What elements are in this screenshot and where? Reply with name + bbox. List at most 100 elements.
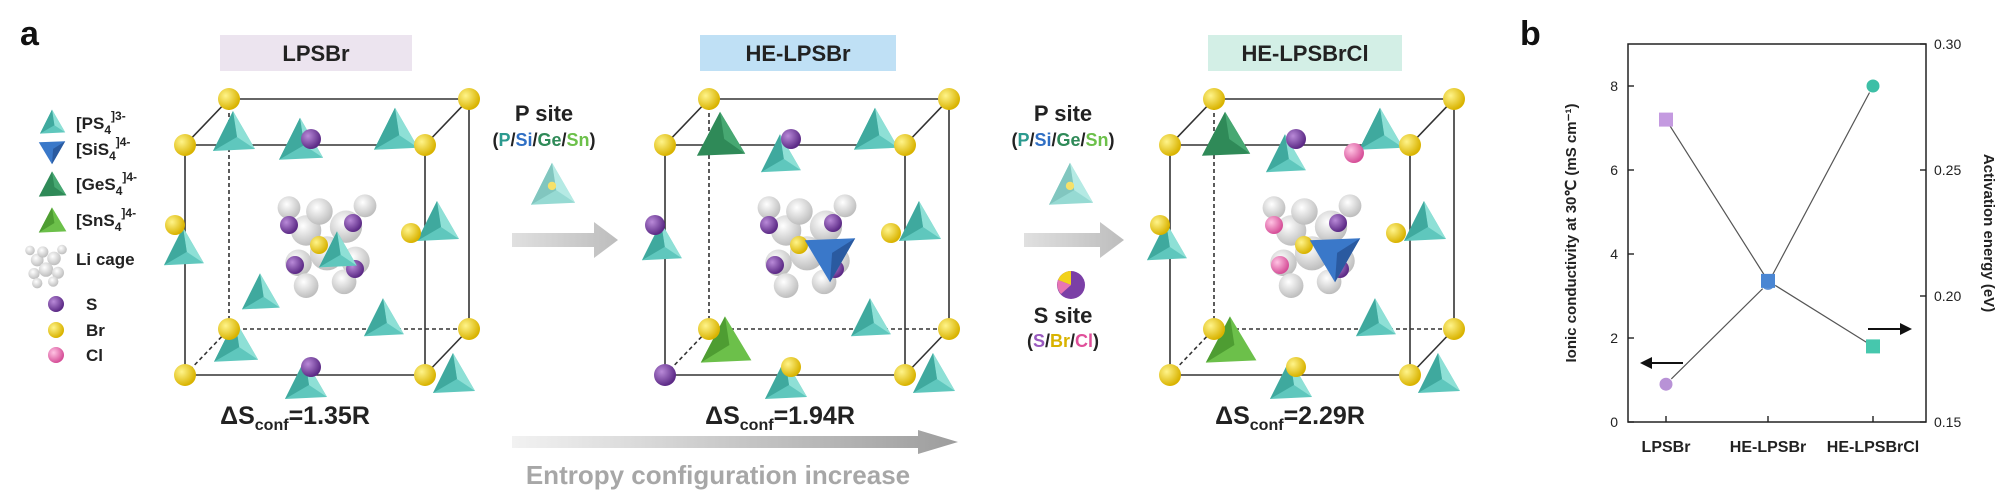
data-point-right [1866,339,1880,354]
sub-token: / [1029,130,1034,150]
legend-sup: ]4- [121,206,136,220]
sub-token: Sn [1086,130,1109,150]
svg-text:[GeS4]4-: [GeS4]4- [76,170,137,198]
x-category-label: HE-LPSBr [1730,439,1806,456]
x-category-label: LPSBr [1642,439,1691,456]
structure-label-bg [1208,35,1402,71]
legend-item-li-cage: Li cage [25,244,135,289]
legend-sub: 4 [109,149,116,163]
y-tick-label: 6 [1610,162,1618,178]
panel-a-letter: a [20,15,40,53]
tetrahedron-site-icon [531,162,576,205]
legend-sub: 4 [115,220,122,234]
y-tick-label: 8 [1610,78,1618,94]
p-site-substitution: (P/Si/Ge/Sn) [492,130,595,150]
sub-token: / [1045,331,1050,351]
y2-tick-label: 0.25 [1934,162,1961,178]
sub-token: Sn [567,130,590,150]
data-point-right [1659,112,1673,127]
sub-token: Cl [1075,331,1093,351]
sub-token: Ge [538,130,562,150]
series-points [1658,78,1881,392]
entropy-prefix: ΔS [1215,402,1250,430]
structure-name: HE-LPSBrCl [1241,41,1368,66]
p-site-substitution: (P/Si/Ge/Sn) [1011,130,1114,150]
legend-item-sis4: [SiS4]4- [38,135,131,165]
right-series-arrow [1868,323,1912,335]
tetrahedron-green-icon [38,207,67,233]
legend-label-sis4: [SiS [76,140,109,159]
entropy-value: =2.29R [1284,402,1365,430]
structure-label-lpsbr: LPSBr [220,35,412,71]
crystal-structure-lpsbr [164,88,480,399]
sub-token: ) [1093,331,1099,351]
svg-text:[PS4]3-: [PS4]3- [76,109,126,137]
crystal-structure-he-lpsbr [642,88,960,399]
y-axis-label: Ionic conductivity at 30℃ (mS cm⁻¹) [1563,104,1580,363]
tetrahedron-darkgreen-icon [38,171,67,197]
entropy-value: =1.94R [774,402,855,430]
series-line-right [1665,119,1874,347]
legend-item-br: Br [48,321,105,340]
legend-item-ps4: [PS4]3- [40,109,126,137]
legend-sub: 4 [104,123,111,137]
sub-token: / [510,130,515,150]
plot-frame [1627,43,1927,423]
svg-text:[SnS4]4-: [SnS4]4- [76,206,136,234]
conductivity-activation-chart: 0 2 4 6 8 0.15 0.20 0.25 0.30 LPSBr HE-LPSBr HE-L… [1563,36,1997,456]
entropy-sub: conf [1250,417,1284,434]
structure-label-he-lpsbr: HE-LPSBr [700,35,896,71]
sub-token: ( [1011,130,1017,150]
entropy-value: =1.35R [289,402,370,430]
legend-sup: ]3- [111,109,126,123]
tetrahedron-blue-icon [38,141,66,165]
entropy-label-he-lpsbr: ΔSconf=1.94R [705,402,855,434]
structure-name: HE-LPSBr [745,41,851,66]
tetrahedron-teal-icon [40,109,66,134]
sub-token: Si [515,130,532,150]
y-tick-label: 4 [1610,246,1618,262]
sub-token: / [1081,130,1086,150]
p-site-title: P site [1034,101,1092,126]
legend-sup: ]4- [116,135,131,149]
legend-label-li-cage: Li cage [76,250,135,269]
legend-sub: 4 [116,184,123,198]
y-tick-label: 0 [1610,414,1618,430]
y2-axis-label: Activation energy (eV) [1980,154,1997,312]
legend-item-cl: Cl [48,346,103,365]
left-series-arrow [1640,357,1683,369]
entropy-sub: conf [255,417,289,434]
left-axis-ticks: 0 2 4 6 8 [1610,78,1634,430]
entropy-sub: conf [740,417,774,434]
entropy-label-he-lpsbrcl: ΔSconf=2.29R [1215,402,1365,434]
legend-item-sns4: [SnS4]4- [38,206,136,234]
entropy-prefix: ΔS [705,402,740,430]
transition-sites-2: P site (P/Si/Ge/Sn) S site (S/Br/Cl) [1011,101,1124,351]
y2-tick-label: 0.20 [1934,288,1961,304]
crystal-structure-he-lpsbrcl [1147,88,1465,399]
legend-label-ges4: [GeS [76,175,116,194]
legend-sup: ]4- [122,170,137,184]
structure-label-he-lpsbrcl: HE-LPSBrCl [1208,35,1402,71]
sub-token: ( [1027,331,1033,351]
sub-token: Br [1050,331,1070,351]
entropy-prefix: ΔS [220,402,255,430]
sphere-pink-icon [48,347,64,363]
structure-label-bg [220,35,412,71]
transition-arrow-1 [512,222,618,258]
legend-label-sns4: [SnS [76,211,115,230]
sphere-purple-icon [48,296,64,312]
data-point-left [1658,376,1674,392]
legend-item-s: S [48,295,97,314]
legend-label-br: Br [86,321,105,340]
data-point-right [1761,273,1775,288]
legend-label-ps4: [PS [76,114,104,133]
li-cage-icon [25,244,67,289]
sub-token: P [1017,130,1029,150]
legend-label-cl: Cl [86,346,103,365]
s-site-substitution: (S/Br/Cl) [1027,331,1099,351]
sub-token: / [532,130,537,150]
x-axis-categories: LPSBr HE-LPSBr HE-LPSBrCl [1642,416,1919,456]
series-line-left [1665,85,1874,385]
